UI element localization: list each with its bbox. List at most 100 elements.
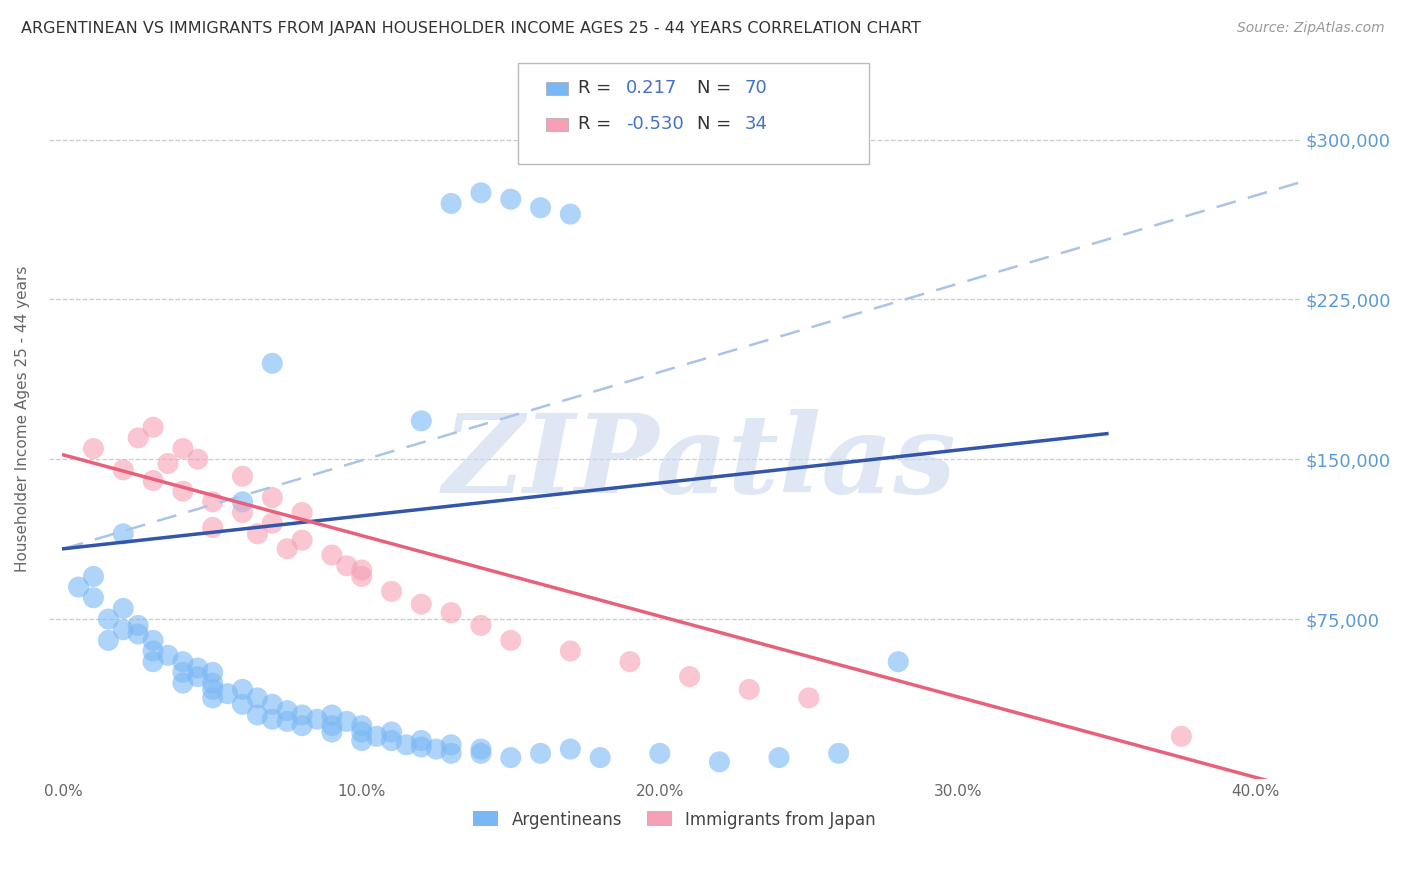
Point — [231, 495, 253, 509]
Point — [231, 506, 253, 520]
Point — [142, 474, 165, 488]
Point — [262, 712, 284, 726]
Text: -0.530: -0.530 — [626, 115, 683, 133]
Point — [156, 457, 179, 471]
Point — [709, 755, 731, 769]
Point — [305, 712, 328, 726]
Point — [380, 733, 402, 747]
Point — [411, 733, 433, 747]
Point — [156, 648, 179, 663]
Point — [380, 584, 402, 599]
Point — [276, 714, 298, 729]
Point — [738, 682, 761, 697]
Text: 34: 34 — [745, 115, 768, 133]
Point — [350, 718, 373, 732]
Point — [380, 725, 402, 739]
Point — [291, 506, 314, 520]
Point — [440, 606, 463, 620]
Point — [82, 442, 104, 456]
Text: R =: R = — [578, 115, 617, 133]
Point — [411, 739, 433, 754]
Point — [366, 729, 388, 743]
Point — [470, 186, 492, 200]
Point — [440, 747, 463, 761]
Point — [127, 618, 149, 632]
Point — [112, 623, 135, 637]
Point — [187, 670, 209, 684]
Point — [678, 670, 700, 684]
Point — [648, 747, 671, 761]
Point — [246, 708, 269, 723]
Point — [350, 569, 373, 583]
Text: Source: ZipAtlas.com: Source: ZipAtlas.com — [1237, 21, 1385, 35]
Text: ARGENTINEAN VS IMMIGRANTS FROM JAPAN HOUSEHOLDER INCOME AGES 25 - 44 YEARS CORRE: ARGENTINEAN VS IMMIGRANTS FROM JAPAN HOU… — [21, 21, 921, 36]
Point — [127, 431, 149, 445]
Point — [470, 747, 492, 761]
Point — [127, 627, 149, 641]
Point — [529, 201, 551, 215]
Text: ZIPatlas: ZIPatlas — [443, 409, 956, 516]
Point — [142, 644, 165, 658]
Point — [187, 661, 209, 675]
Point — [470, 742, 492, 756]
Point — [321, 725, 343, 739]
Point — [350, 733, 373, 747]
Point — [142, 420, 165, 434]
Point — [1170, 729, 1192, 743]
Point — [112, 526, 135, 541]
Point — [262, 516, 284, 531]
Point — [82, 591, 104, 605]
Point — [231, 469, 253, 483]
Point — [291, 533, 314, 548]
Point — [201, 690, 224, 705]
Text: R =: R = — [578, 79, 617, 97]
Point — [82, 569, 104, 583]
Point — [440, 196, 463, 211]
Point — [425, 742, 447, 756]
Point — [768, 750, 790, 764]
Point — [276, 541, 298, 556]
Legend: Argentineans, Immigrants from Japan: Argentineans, Immigrants from Japan — [467, 804, 883, 835]
Point — [246, 526, 269, 541]
Point — [395, 738, 418, 752]
Text: 70: 70 — [745, 79, 768, 97]
Point — [499, 633, 522, 648]
Point — [262, 698, 284, 712]
Point — [321, 708, 343, 723]
Point — [142, 655, 165, 669]
Point — [887, 655, 910, 669]
Point — [560, 644, 582, 658]
Point — [172, 442, 194, 456]
Point — [231, 682, 253, 697]
Point — [172, 676, 194, 690]
Point — [97, 633, 120, 648]
Point — [499, 192, 522, 206]
Point — [187, 452, 209, 467]
Point — [172, 665, 194, 680]
Point — [262, 356, 284, 370]
Point — [201, 676, 224, 690]
Point — [589, 750, 612, 764]
Point — [440, 738, 463, 752]
Point — [321, 548, 343, 562]
Point — [201, 665, 224, 680]
Point — [336, 714, 359, 729]
Point — [411, 414, 433, 428]
Point — [529, 747, 551, 761]
Point — [291, 718, 314, 732]
Point — [112, 601, 135, 615]
Point — [172, 655, 194, 669]
Point — [276, 704, 298, 718]
Point — [97, 612, 120, 626]
Point — [797, 690, 820, 705]
Point — [262, 491, 284, 505]
Point — [321, 718, 343, 732]
Point — [827, 747, 849, 761]
Point — [350, 563, 373, 577]
FancyBboxPatch shape — [546, 82, 568, 95]
Point — [470, 618, 492, 632]
Point — [172, 484, 194, 499]
Text: N =: N = — [697, 115, 737, 133]
Point — [246, 690, 269, 705]
FancyBboxPatch shape — [546, 118, 568, 131]
